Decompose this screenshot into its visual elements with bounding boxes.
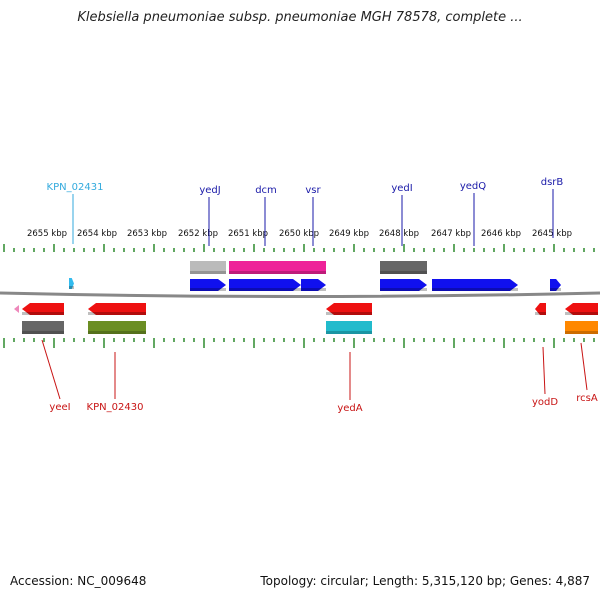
feature-box-shade xyxy=(190,271,226,274)
ruler-top xyxy=(3,244,595,252)
gene-dcm xyxy=(229,279,301,291)
feature-box-shade xyxy=(88,331,146,334)
tick-label: 2650 kbp xyxy=(279,229,319,239)
gene-yedq-shade xyxy=(432,288,518,291)
gene-kpn-02431-shade xyxy=(69,286,74,289)
topology-label: Topology: circular; Length: 5,315,120 bp… xyxy=(260,574,590,588)
gene-leader-line xyxy=(41,339,61,400)
gene-kpn-02430 xyxy=(88,303,146,315)
gene-label: yedQ xyxy=(460,181,486,192)
gene-vsr-shade xyxy=(301,288,326,291)
map-title: Klebsiella pneumoniae subsp. pneumoniae … xyxy=(77,10,523,25)
feature-box-shade xyxy=(326,331,372,334)
feature-box xyxy=(380,261,427,274)
gene-yedq xyxy=(432,279,518,291)
gene-dcm-shade xyxy=(229,288,301,291)
gene-label: yedA xyxy=(337,403,362,414)
sequence-backbone xyxy=(0,291,600,298)
gene-yedi xyxy=(380,279,427,291)
accession-label: Accession: NC_009648 xyxy=(10,574,147,588)
tick-label: 2652 kbp xyxy=(178,229,218,239)
gene-label: KPN_02430 xyxy=(87,402,144,413)
gene-yedj-shade xyxy=(190,288,226,291)
feature-box xyxy=(565,321,598,334)
feature-box-shade xyxy=(565,331,598,334)
gene-label: KPN_02431 xyxy=(47,182,104,193)
tick-label: 2651 kbp xyxy=(228,229,268,239)
gene-rcsa-shade xyxy=(565,312,598,315)
gene-kpn-02430-shade xyxy=(88,312,146,315)
feature-box xyxy=(229,261,326,274)
feature-box xyxy=(190,261,226,274)
tick-labels: 2655 kbp 2654 kbp 2653 kbp 2652 kbp 2651 kbp… xyxy=(27,229,572,239)
feature-box-shade xyxy=(229,271,326,274)
gene-label: yeeI xyxy=(49,402,70,413)
tick-label: 2655 kbp xyxy=(27,229,67,239)
gene-label: yedJ xyxy=(199,185,220,196)
gene-labels: KPN_02431 yedJ dcm vsr yedI yedQ dsrB yeeI KPN_0… xyxy=(41,177,598,414)
gene-yodd-shade xyxy=(535,312,546,315)
ruler-bottom xyxy=(3,338,595,348)
gene-dsrb-shade xyxy=(550,288,561,291)
gene-marker-pink xyxy=(14,305,19,313)
gene-label: vsr xyxy=(305,185,321,196)
feature-box-shade xyxy=(22,331,64,334)
gene-yeei xyxy=(22,303,64,315)
gene-label: yodD xyxy=(532,397,558,408)
gene-label: rcsA xyxy=(576,393,598,404)
gene-yedj xyxy=(190,279,226,291)
tick-label: 2654 kbp xyxy=(77,229,117,239)
feature-box xyxy=(88,321,146,334)
gene-vsr xyxy=(301,279,326,291)
tick-label: 2647 kbp xyxy=(431,229,471,239)
gene-rcsa xyxy=(565,303,598,315)
feature-box xyxy=(22,321,64,334)
feature-box-shade xyxy=(380,271,427,274)
gene-label: dsrB xyxy=(541,177,564,188)
feature-box xyxy=(326,321,372,334)
gene-kpn-02431 xyxy=(69,278,74,289)
gene-yeda-shade xyxy=(326,312,372,315)
gene-yedi-shade xyxy=(380,288,427,291)
tick-label: 2653 kbp xyxy=(127,229,167,239)
tick-label: 2645 kbp xyxy=(532,229,572,239)
tick-label: 2648 kbp xyxy=(379,229,419,239)
gene-leader-line xyxy=(580,342,588,391)
gene-label: yedI xyxy=(391,183,412,194)
tick-label: 2646 kbp xyxy=(481,229,521,239)
gene-yodd xyxy=(535,303,546,315)
tick-label: 2649 kbp xyxy=(329,229,369,239)
gene-yeda xyxy=(326,303,372,315)
genes xyxy=(14,261,598,334)
gene-yeei-shade xyxy=(22,312,64,315)
gene-leader-line xyxy=(542,346,546,395)
gene-label: dcm xyxy=(255,185,277,196)
gene-dsrb xyxy=(550,279,561,291)
